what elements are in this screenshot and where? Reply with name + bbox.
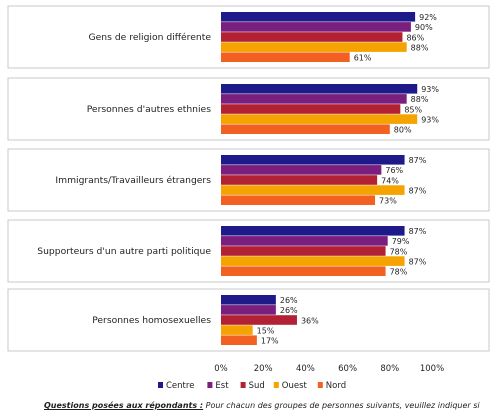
data-label: 87%	[409, 227, 427, 236]
category-frame	[7, 5, 490, 69]
category-label: Immigrants/Travailleurs étrangers	[55, 175, 211, 186]
data-label: 73%	[379, 197, 397, 206]
legend-swatch-centre	[158, 382, 163, 388]
data-label: 93%	[421, 85, 439, 94]
bar-ouest	[221, 42, 407, 52]
bar-nord	[221, 52, 350, 62]
bar-est	[221, 165, 382, 175]
data-label: 36%	[301, 316, 319, 325]
bar-centre	[221, 12, 416, 22]
data-label: 92%	[419, 13, 437, 22]
bar-est	[221, 94, 407, 104]
data-label: 87%	[409, 156, 427, 165]
data-label: 26%	[280, 296, 298, 305]
bar-centre	[221, 295, 276, 305]
bar-est	[221, 305, 276, 315]
footer-question-text: Pour chacun des groupes de personnes sui…	[203, 401, 480, 410]
x-tick-label: 40%	[296, 364, 315, 374]
data-label: 90%	[415, 23, 433, 32]
category-frame	[7, 288, 490, 352]
bar-est	[221, 236, 388, 246]
bar-ouest	[221, 114, 418, 124]
legend-swatch-est	[207, 382, 213, 388]
bar-ouest	[221, 185, 405, 195]
legend-label-est: Est	[215, 381, 229, 391]
bar-nord	[221, 266, 386, 276]
bar-sud	[221, 175, 378, 185]
category-frame	[7, 148, 490, 212]
bar-ouest	[221, 325, 253, 335]
data-label: 61%	[354, 54, 372, 63]
legend-label-sud: Sud	[249, 381, 265, 391]
data-label: 88%	[411, 43, 429, 52]
bar-est	[221, 22, 411, 32]
data-label: 93%	[421, 115, 439, 124]
bar-sud	[221, 246, 386, 256]
data-label: 87%	[409, 257, 427, 266]
data-label: 78%	[390, 247, 408, 256]
footer-question: Questions posées aux répondants : Pour c…	[44, 401, 497, 410]
data-label: 76%	[385, 166, 403, 175]
bar-ouest	[221, 256, 405, 266]
bar-centre	[221, 155, 405, 165]
data-label: 86%	[406, 33, 424, 42]
category-label: Supporteurs d'un autre parti politique	[37, 246, 211, 257]
x-tick-label: 100%	[420, 364, 444, 374]
legend-label-nord: Nord	[326, 381, 346, 391]
x-tick-label: 80%	[380, 364, 399, 374]
x-tick-label: 20%	[254, 364, 273, 374]
data-label: 88%	[411, 95, 429, 104]
x-tick-label: 0%	[214, 364, 228, 374]
footer-question-label: Questions posées aux répondants :	[44, 401, 204, 410]
bar-sud	[221, 32, 403, 42]
category-label: Personnes d'autres ethnies	[87, 104, 212, 115]
data-label: 85%	[404, 105, 422, 114]
x-tick-label: 60%	[338, 364, 357, 374]
bar-centre	[221, 226, 405, 236]
bar-nord	[221, 195, 376, 205]
data-label: 78%	[390, 268, 408, 277]
legend-swatch-sud	[240, 382, 246, 388]
data-label: 15%	[257, 326, 275, 335]
legend-swatch-ouest	[273, 382, 279, 388]
category-frame	[7, 219, 490, 283]
data-label: 79%	[392, 237, 410, 246]
bar-sud	[221, 104, 401, 114]
data-label: 87%	[409, 186, 427, 195]
legend-label-ouest: Ouest	[282, 381, 308, 391]
legend-label-centre: Centre	[166, 381, 194, 391]
data-label: 80%	[394, 126, 412, 135]
bar-nord	[221, 124, 390, 134]
data-label: 74%	[381, 176, 399, 185]
category-label: Personnes homosexuelles	[92, 315, 211, 326]
category-label: Gens de religion différente	[89, 32, 212, 43]
bar-nord	[221, 335, 257, 345]
bar-centre	[221, 84, 418, 94]
legend-swatch-nord	[317, 382, 323, 388]
bar-sud	[221, 315, 297, 325]
category-frame	[7, 77, 490, 141]
data-label: 17%	[261, 337, 279, 346]
data-label: 26%	[280, 306, 298, 315]
